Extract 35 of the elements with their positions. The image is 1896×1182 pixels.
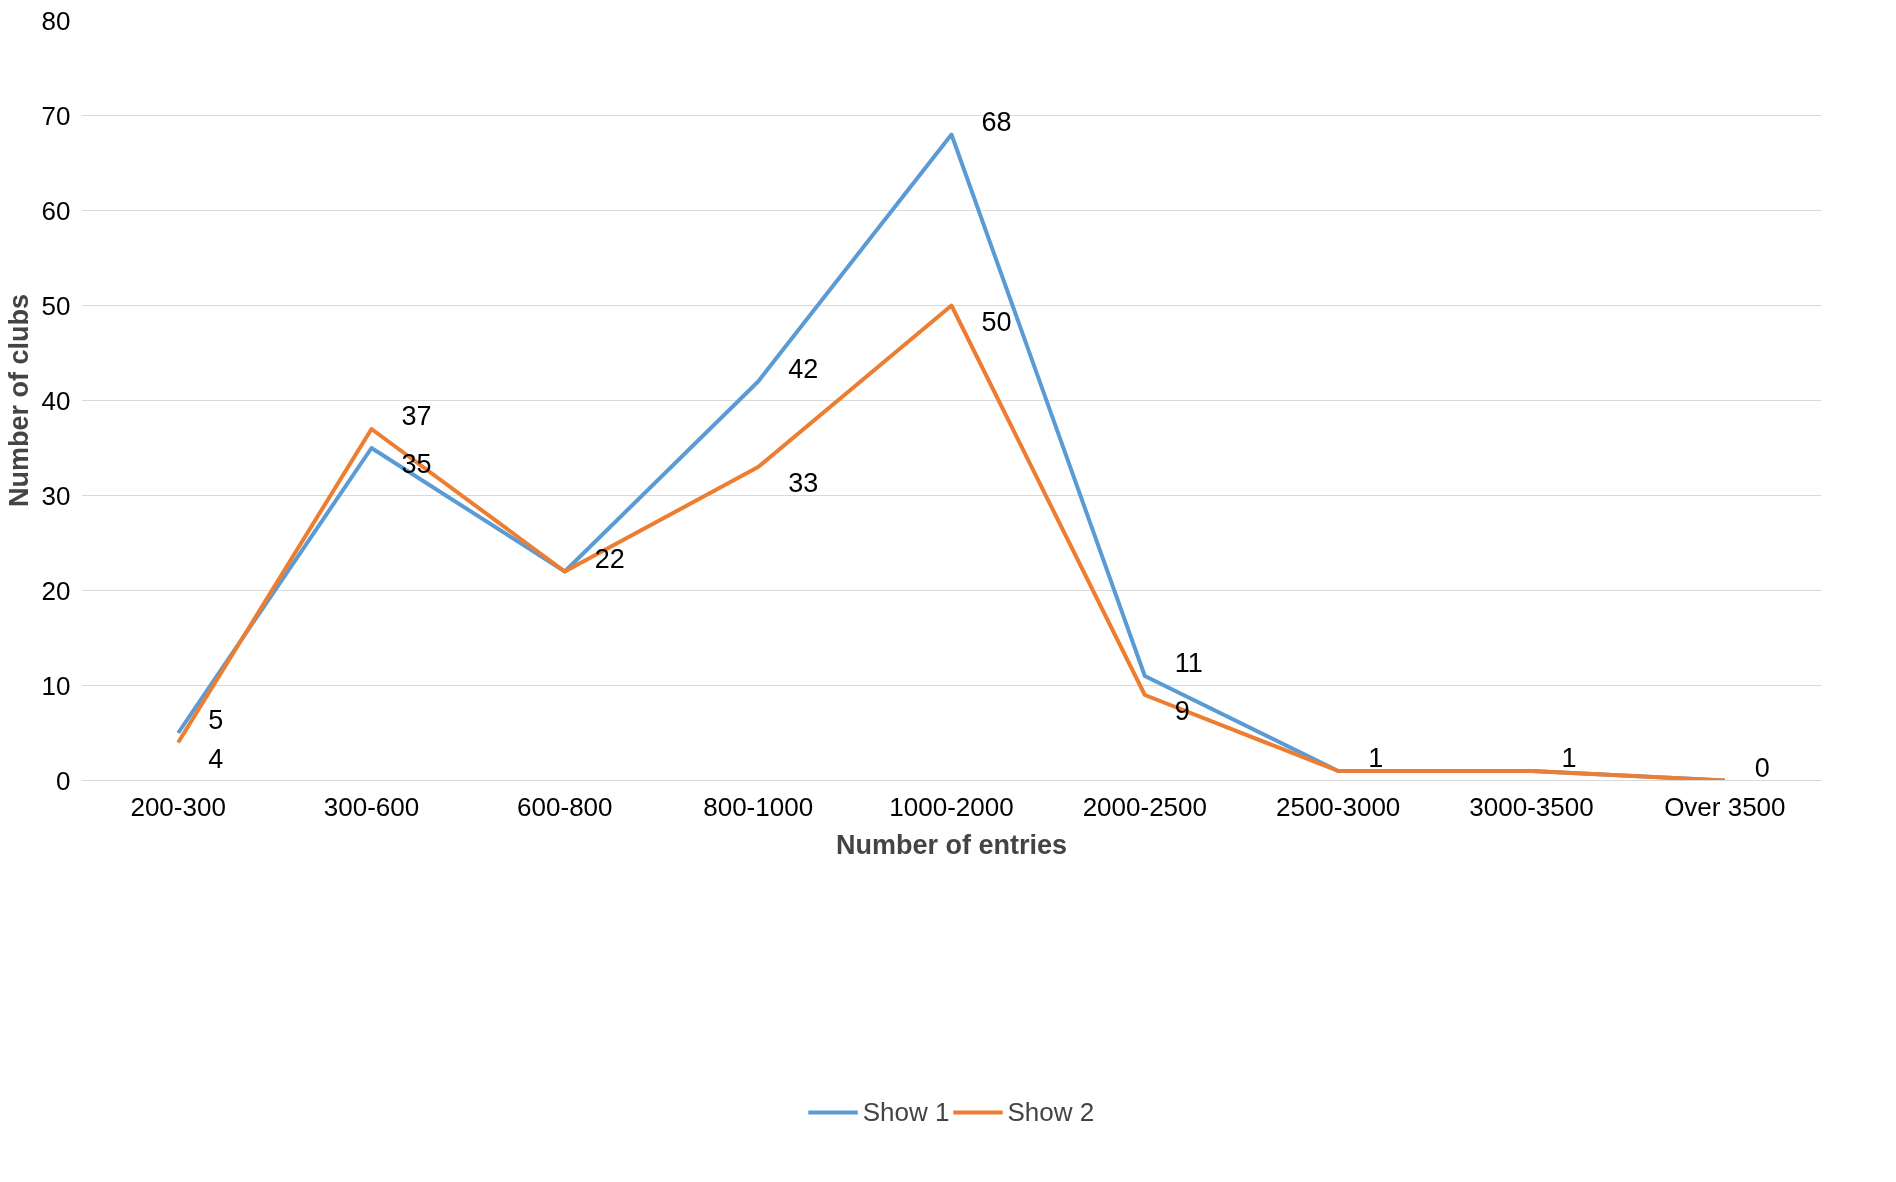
data-label: 33 <box>788 468 819 498</box>
x-tick-label: Over 3500 <box>1664 791 1786 822</box>
data-label: 42 <box>788 353 819 384</box>
legend-label: Show 2 <box>1007 1096 1095 1128</box>
data-label: 1 <box>1561 743 1577 773</box>
y-tick-label: 0 <box>56 765 71 796</box>
data-label: 1 <box>1368 743 1384 773</box>
data-label: 11 <box>1174 648 1203 678</box>
line-series <box>176 303 1727 781</box>
y-tick-label: 20 <box>41 575 71 606</box>
x-tick-label: 2000-2500 <box>1082 791 1208 822</box>
x-tick-label: 300-600 <box>323 791 420 822</box>
data-label: 5 <box>208 705 224 735</box>
y-tick-label: 80 <box>41 5 71 36</box>
y-tick-label: 30 <box>41 480 71 511</box>
y-axis-title: Number of clubs <box>3 293 34 508</box>
y-tick-label: 60 <box>41 195 71 226</box>
data-label: 37 <box>401 401 432 431</box>
x-tick-label: 3000-3500 <box>1469 791 1594 822</box>
x-tick-label: 800-1000 <box>703 791 814 822</box>
data-label: 22 <box>594 543 625 574</box>
data-label: 50 <box>981 306 1012 337</box>
x-tick-label: 2500-3000 <box>1276 791 1401 822</box>
y-tick-label: 50 <box>41 290 71 321</box>
y-tick-label: 10 <box>41 670 71 701</box>
x-tick-label: 200-300 <box>130 791 226 822</box>
y-tick-label: 70 <box>41 100 71 131</box>
y-tick-label: 40 <box>41 385 71 416</box>
x-tick-label: 600-800 <box>517 791 613 822</box>
legend-label: Show 1 <box>862 1096 950 1128</box>
data-label: 68 <box>981 106 1012 137</box>
x-axis-title: Number of entries <box>835 829 1068 860</box>
x-tick-label: 1000-2000 <box>889 791 1014 822</box>
data-label: 4 <box>208 743 224 774</box>
data-label: 0 <box>1754 752 1770 783</box>
